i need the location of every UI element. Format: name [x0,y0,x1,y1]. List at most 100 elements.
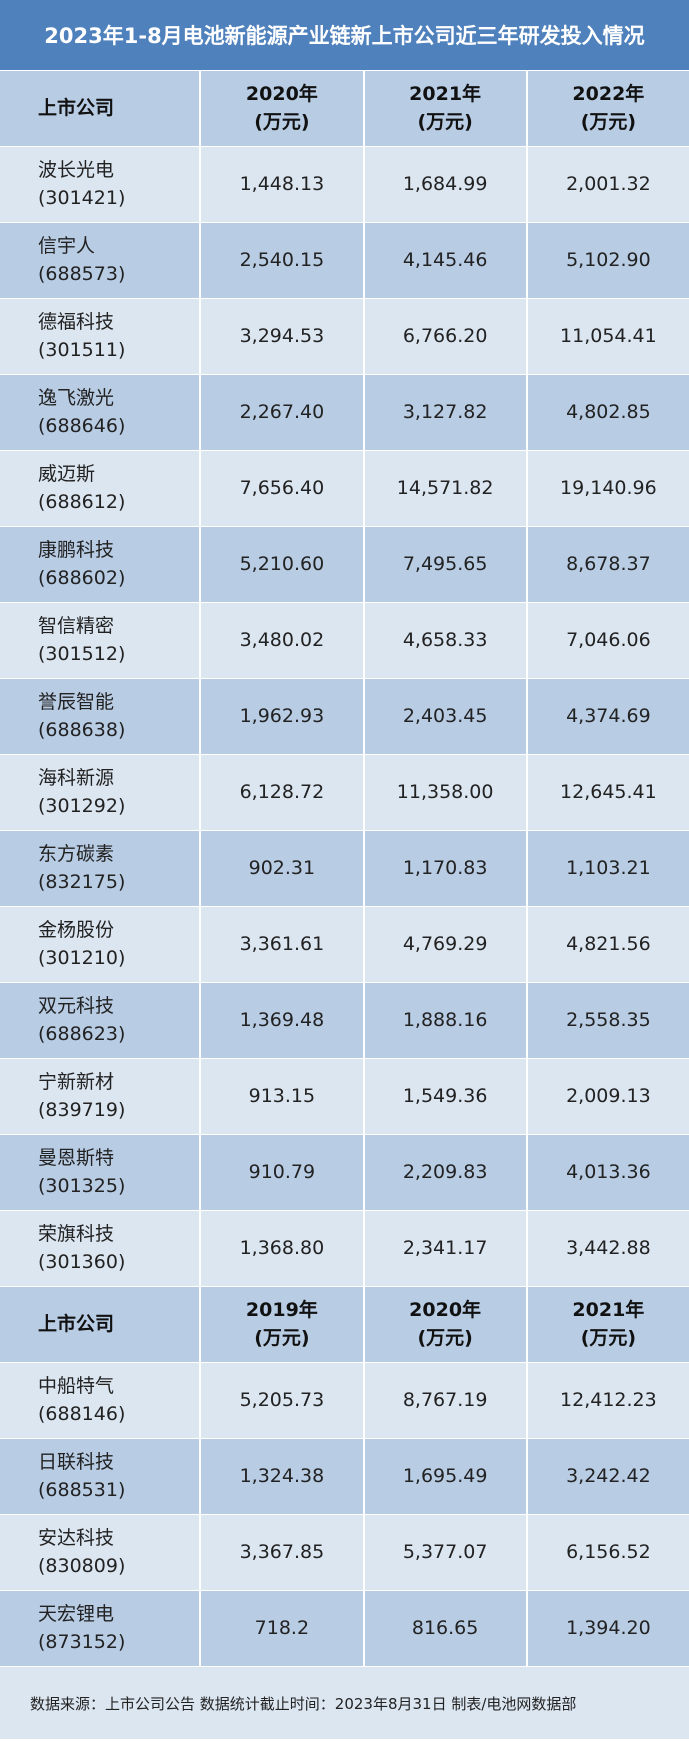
data-row: 中船特气 (688146) 5,205.73 8,767.19 12,412.23 [0,1362,689,1438]
company-cell: 信宇人 (688573) [0,222,202,298]
company-cell: 日联科技 (688531) [0,1438,202,1514]
cell-line: (688612) [38,490,126,513]
value-cell: 3,127.82 [364,374,528,450]
cell-line: 2020年 [409,1298,482,1321]
cell-line: (301511) [38,338,126,361]
footer: 数据来源：上市公司公告 数据统计截止时间：2023年8月31日 制表/电池网数据… [0,1666,689,1739]
cell-line: (万元) [254,110,310,133]
data-row: 智信精密 (301512) 3,480.02 4,658.33 7,046.06 [0,602,689,678]
value-cell: 11,358.00 [364,754,528,830]
cell-line: 逸飞激光 [38,386,115,409]
cell-line: 誉辰智能 [38,690,115,713]
company-cell: 安达科技 (830809) [0,1514,202,1590]
company-cell: 誉辰智能 (688638) [0,678,202,754]
cell-line: (万元) [417,110,473,133]
company-cell: 威迈斯 (688612) [0,450,202,526]
data-row: 宁新新材 (839719) 913.15 1,549.36 2,009.13 [0,1058,689,1134]
value-cell: 4,658.33 [364,602,528,678]
value-cell: 1,170.83 [364,830,528,906]
value-cell: 1,684.99 [364,146,528,222]
data-row: 双元科技 (688623) 1,369.48 1,888.16 2,558.35 [0,982,689,1058]
company-cell: 曼恩斯特 (301325) [0,1134,202,1210]
cell-line: (688602) [38,566,126,589]
data-row: 天宏锂电 (873152) 718.2 816.65 1,394.20 [0,1590,689,1666]
value-cell: 5,377.07 [364,1514,528,1590]
cell-line: 上市公司 [38,1312,115,1335]
company-cell: 东方碳素 (832175) [0,830,202,906]
header-cell: 2020年 (万元) [201,70,365,146]
cell-line: (万元) [417,1326,473,1349]
value-cell: 816.65 [364,1590,528,1666]
cell-line: (688531) [38,1478,126,1501]
value-cell: 3,242.42 [527,1438,689,1514]
cell-line: 上市公司 [38,96,115,119]
value-cell: 1,103.21 [527,830,689,906]
value-cell: 5,102.90 [527,222,689,298]
cell-line: (301360) [38,1250,126,1273]
table-body: 上市公司 2020年 (万元) 2021年 (万元) 2022年 (万元) 波长光电 (3014… [0,70,689,1666]
data-row: 日联科技 (688531) 1,324.38 1,695.49 3,242.42 [0,1438,689,1514]
header-cell: 2020年 (万元) [364,1286,528,1362]
value-cell: 1,695.49 [364,1438,528,1514]
value-cell: 6,128.72 [201,754,365,830]
value-cell: 8,767.19 [364,1362,528,1438]
value-cell: 1,324.38 [201,1438,365,1514]
value-cell: 14,571.82 [364,450,528,526]
value-cell: 718.2 [201,1590,365,1666]
cell-line: 安达科技 [38,1526,115,1549]
value-cell: 7,046.06 [527,602,689,678]
data-row: 波长光电 (301421) 1,448.13 1,684.99 2,001.32 [0,146,689,222]
value-cell: 3,367.85 [201,1514,365,1590]
value-cell: 4,769.29 [364,906,528,982]
cell-line: 2019年 [245,1298,318,1321]
value-cell: 1,394.20 [527,1590,689,1666]
cell-line: 波长光电 [38,158,115,181]
value-cell: 1,888.16 [364,982,528,1058]
data-row: 威迈斯 (688612) 7,656.40 14,571.82 19,140.96 [0,450,689,526]
data-row: 东方碳素 (832175) 902.31 1,170.83 1,103.21 [0,830,689,906]
cell-line: 海科新源 [38,766,115,789]
cell-line: (301325) [38,1174,126,1197]
company-cell: 天宏锂电 (873152) [0,1590,202,1666]
cell-line: 德福科技 [38,310,115,333]
data-row: 信宇人 (688573) 2,540.15 4,145.46 5,102.90 [0,222,689,298]
value-cell: 3,480.02 [201,602,365,678]
company-cell: 康鹏科技 (688602) [0,526,202,602]
company-cell: 宁新新材 (839719) [0,1058,202,1134]
cell-line: 金杨股份 [38,918,115,941]
cell-line: 曼恩斯特 [38,1146,115,1169]
cell-line: 信宇人 [38,234,96,257]
header-cell: 2022年 (万元) [527,70,689,146]
header-cell: 上市公司 [0,70,202,146]
data-row: 德福科技 (301511) 3,294.53 6,766.20 11,054.41 [0,298,689,374]
cell-line: 荣旗科技 [38,1222,115,1245]
cell-line: (301292) [38,794,126,817]
cell-line: (832175) [38,870,126,893]
header-cell: 2021年 (万元) [527,1286,689,1362]
header-cell: 2019年 (万元) [201,1286,365,1362]
value-cell: 5,210.60 [201,526,365,602]
value-cell: 1,448.13 [201,146,365,222]
company-cell: 海科新源 (301292) [0,754,202,830]
cell-line: 宁新新材 [38,1070,115,1093]
value-cell: 8,678.37 [527,526,689,602]
value-cell: 7,656.40 [201,450,365,526]
cell-line: 智信精密 [38,614,115,637]
value-cell: 2,341.17 [364,1210,528,1286]
value-cell: 4,145.46 [364,222,528,298]
cell-line: 2020年 [245,82,318,105]
header-cell: 2021年 (万元) [364,70,528,146]
cell-line: (830809) [38,1554,126,1577]
cell-line: 日联科技 [38,1450,115,1473]
value-cell: 2,403.45 [364,678,528,754]
data-row: 荣旗科技 (301360) 1,368.80 2,341.17 3,442.88 [0,1210,689,1286]
value-cell: 2,267.40 [201,374,365,450]
header-row: 上市公司 2020年 (万元) 2021年 (万元) 2022年 (万元) [0,70,689,146]
value-cell: 2,001.32 [527,146,689,222]
value-cell: 4,013.36 [527,1134,689,1210]
value-cell: 6,766.20 [364,298,528,374]
company-cell: 双元科技 (688623) [0,982,202,1058]
cell-line: (839719) [38,1098,126,1121]
data-row: 海科新源 (301292) 6,128.72 11,358.00 12,645.41 [0,754,689,830]
title: 2023年1-8月电池新能源产业链新上市公司近三年研发投入情况 [0,0,689,70]
